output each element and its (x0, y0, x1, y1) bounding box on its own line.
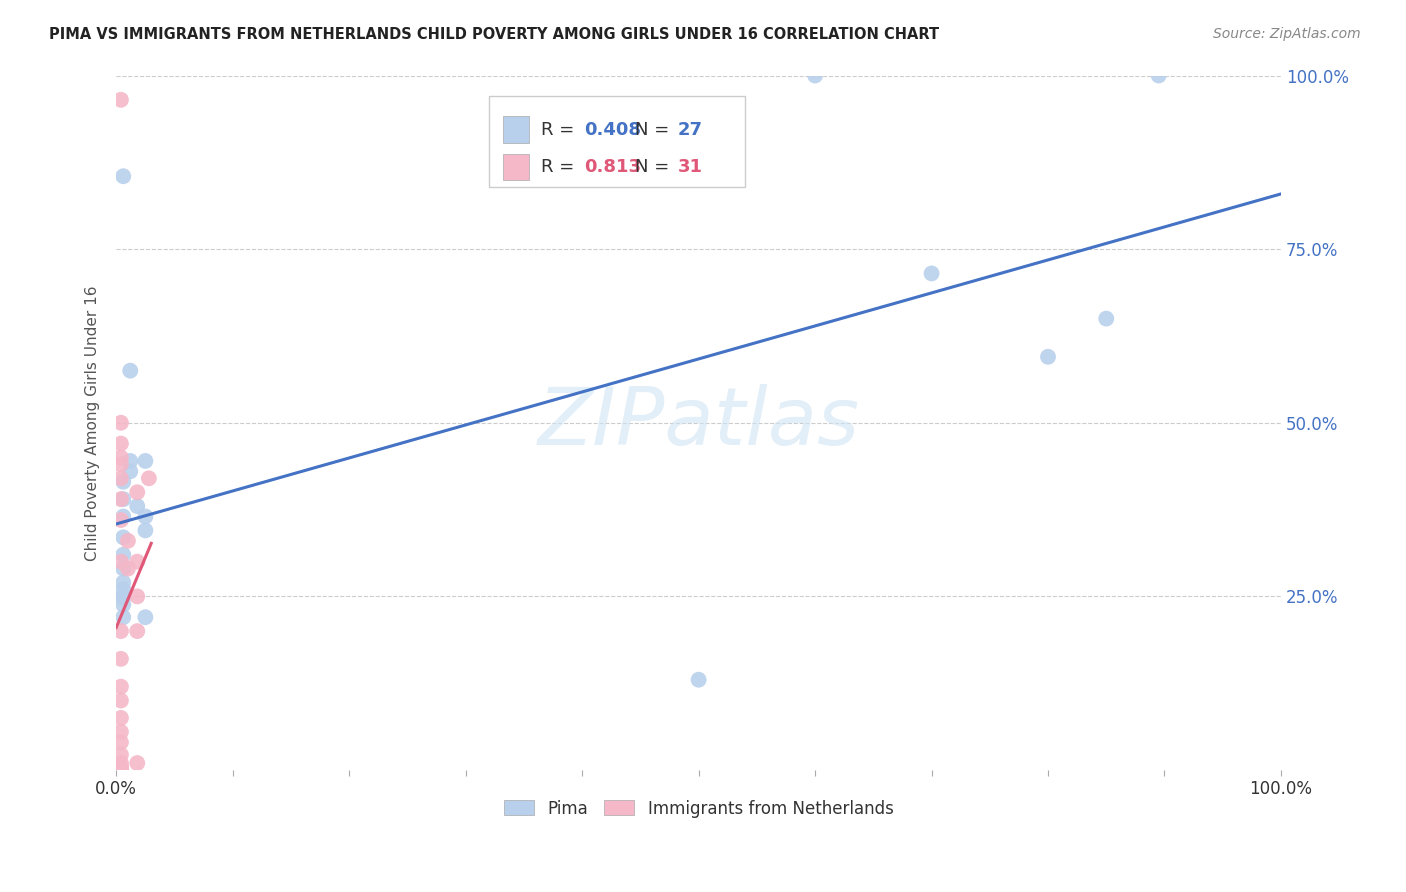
Point (127, 485, 149, 500)
Text: PIMA VS IMMIGRANTS FROM NETHERLANDS CHILD POVERTY AMONG GIRLS UNDER 16 CORRELATI: PIMA VS IMMIGRANTS FROM NETHERLANDS CHIL… (49, 27, 939, 42)
Legend: Pima, Immigrants from Netherlands: Pima, Immigrants from Netherlands (496, 793, 900, 824)
Y-axis label: Child Poverty Among Girls Under 16: Child Poverty Among Girls Under 16 (86, 285, 100, 560)
Point (110, 761, 132, 775)
Text: 27: 27 (678, 120, 703, 138)
Point (112, 492, 135, 507)
Point (110, 735, 132, 749)
Point (110, 492, 132, 507)
Point (110, 693, 132, 707)
Point (112, 530, 135, 544)
Point (120, 454, 142, 468)
Point (127, 624, 149, 639)
Point (110, 436, 132, 450)
Point (134, 610, 156, 624)
Point (112, 475, 135, 489)
Point (117, 561, 139, 575)
Point (110, 416, 132, 430)
Point (120, 464, 142, 478)
Point (110, 762, 132, 776)
Point (110, 652, 132, 666)
Point (110, 762, 132, 776)
Text: N =: N = (634, 158, 675, 177)
Text: R =: R = (541, 158, 581, 177)
Point (110, 624, 132, 639)
FancyBboxPatch shape (503, 154, 529, 180)
Point (110, 747, 132, 762)
Point (112, 610, 135, 624)
Point (127, 590, 149, 604)
Text: ZIPatlas: ZIPatlas (537, 384, 859, 462)
Point (110, 711, 132, 725)
Point (110, 756, 132, 770)
Point (112, 561, 135, 575)
Point (110, 680, 132, 694)
Point (804, 69, 827, 83)
Point (120, 364, 142, 378)
Point (134, 524, 156, 538)
Point (110, 555, 132, 569)
Point (138, 471, 160, 485)
Point (112, 548, 135, 562)
Point (921, 267, 943, 281)
Point (110, 471, 132, 485)
Point (134, 509, 156, 524)
Point (134, 454, 156, 468)
Point (112, 590, 135, 604)
Point (110, 759, 132, 773)
Point (110, 450, 132, 465)
Point (127, 499, 149, 513)
Point (688, 673, 710, 687)
Point (127, 756, 149, 770)
Point (127, 555, 149, 569)
Point (110, 760, 132, 774)
Point (1095, 311, 1118, 326)
Point (112, 598, 135, 612)
Text: 0.408: 0.408 (585, 120, 641, 138)
Point (110, 513, 132, 527)
Text: Source: ZipAtlas.com: Source: ZipAtlas.com (1213, 27, 1361, 41)
Text: 0.813: 0.813 (585, 158, 641, 177)
Point (112, 575, 135, 590)
FancyBboxPatch shape (503, 117, 529, 143)
Text: R =: R = (541, 120, 581, 138)
Point (112, 509, 135, 524)
Point (110, 458, 132, 472)
Point (112, 169, 135, 184)
Point (1147, 69, 1170, 83)
FancyBboxPatch shape (489, 96, 745, 186)
Point (112, 582, 135, 597)
Text: 31: 31 (678, 158, 703, 177)
Point (1036, 350, 1059, 364)
Point (117, 533, 139, 548)
Point (112, 591, 135, 605)
Text: N =: N = (634, 120, 675, 138)
Point (110, 724, 132, 739)
Point (110, 93, 132, 107)
